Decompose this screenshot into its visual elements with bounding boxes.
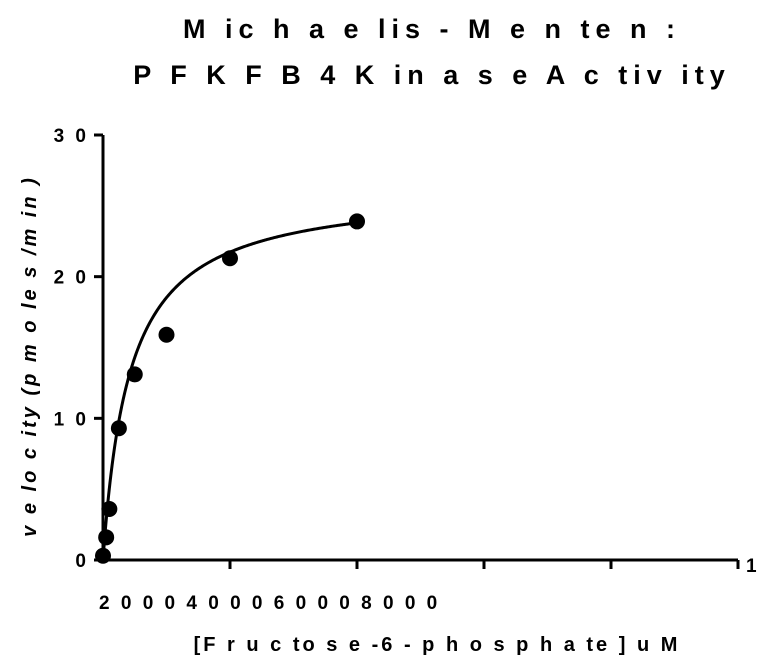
data-point [158, 326, 175, 343]
data-point [98, 529, 115, 546]
ticks [94, 133, 740, 569]
tick-labels: 2 0 0 0 4 0 0 0 6 0 0 0 8 0 0 0 1 0 0 1 0… [54, 126, 765, 614]
data-points [95, 213, 365, 564]
y-tick-label: 0 [75, 551, 89, 572]
x-tick-labels-run: 2 0 0 0 4 0 0 0 6 0 0 0 8 0 0 0 [99, 593, 440, 614]
data-point [222, 250, 238, 267]
axes [101, 135, 738, 562]
y-tick-label: 3 0 [54, 126, 89, 147]
fit-curve [101, 221, 358, 561]
x-tick-label-end: 1 0 [746, 556, 765, 577]
y-tick-label: 1 0 [54, 409, 89, 430]
x-axis-label: [F r u c to s e -6 - p h o s p h a te ] … [194, 634, 681, 656]
y-axis-label: v e lo c ity (p m o le s /m in ) [19, 175, 41, 537]
data-point [95, 547, 111, 564]
data-point [126, 366, 143, 383]
data-point [349, 213, 365, 230]
data-point [110, 420, 127, 437]
y-tick-label: 2 0 [54, 268, 89, 289]
chart-title-line-1: M ic h a e lis - M e n te n : [183, 14, 681, 44]
chart-title-line-2: P F K F B 4 K in a s e A c tiv ity [133, 60, 731, 90]
data-point [101, 501, 118, 517]
